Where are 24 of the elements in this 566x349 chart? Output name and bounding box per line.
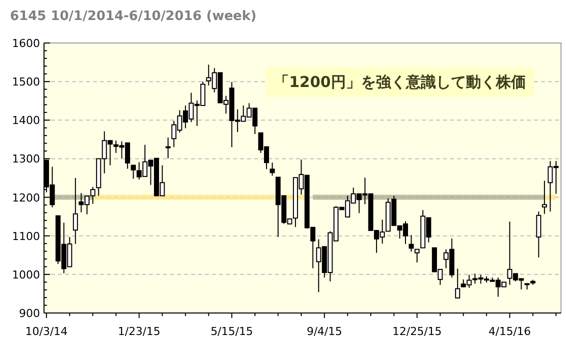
candlestick — [72, 178, 78, 244]
annotation: 「1200円」を強く意識して動く株価 — [274, 73, 526, 91]
y-tick-label: 1300 — [12, 152, 40, 166]
candlestick — [270, 162, 275, 176]
candlestick — [414, 248, 420, 263]
x-tick-label: 4/15/16 — [488, 325, 531, 338]
x-tick-label: 12/25/15 — [392, 325, 442, 338]
y-tick-label: 900 — [19, 307, 40, 320]
chart-title: 6145 10/1/2014-6/10/2016 (week) — [10, 9, 256, 24]
y-tick-label: 1500 — [12, 76, 40, 89]
y-tick-label: 1600 — [12, 37, 40, 50]
x-tick-label: 1/23/15 — [118, 325, 160, 338]
x-tick-label: 9/4/15 — [306, 325, 342, 338]
x-tick-label: 5/15/15 — [210, 325, 253, 338]
y-tick-label: 1200 — [12, 191, 40, 204]
candlestick — [408, 234, 414, 252]
y-tick-label: 1100 — [12, 230, 40, 243]
candlestick — [536, 211, 542, 258]
candlestick — [542, 180, 547, 214]
candlestick — [455, 268, 460, 298]
y-tick-label: 1400 — [12, 114, 40, 128]
x-tick-label: 10/3/14 — [25, 325, 68, 338]
y-tick-label: 1000 — [12, 268, 40, 282]
candlestick — [166, 137, 171, 159]
